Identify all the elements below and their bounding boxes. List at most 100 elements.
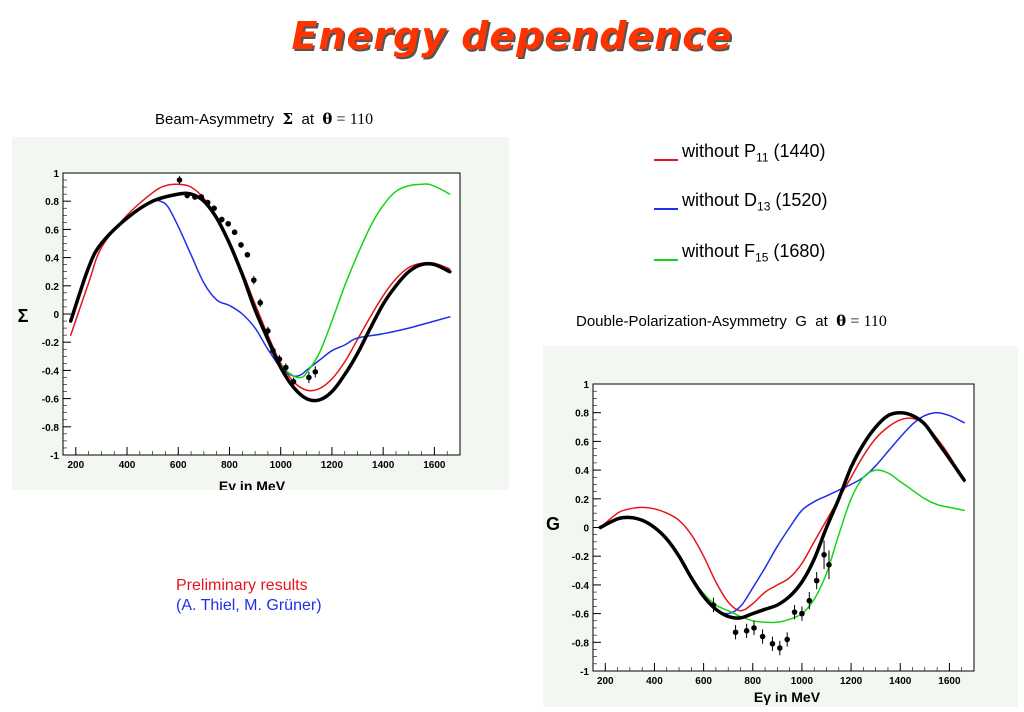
plot1-xlabel: Eγ in MeV	[219, 478, 286, 490]
plot2-ytick-label: 1	[583, 380, 589, 391]
plot1-data-point	[270, 347, 276, 354]
plot2-ytick-label: 0.8	[575, 409, 589, 420]
plot1-ytick-label: -0.8	[42, 423, 60, 434]
plot1-ytick-label: 0	[53, 310, 59, 321]
plot2-ylabel: G	[546, 514, 560, 534]
plot1-data-point	[176, 177, 183, 183]
plot2-xtick-label: 400	[646, 676, 663, 687]
legend-d13-sub: 13	[757, 199, 771, 214]
legend-d13-prefix: without D	[682, 190, 758, 210]
legend-d13-suffix: (1520)	[770, 190, 828, 210]
plot1-xtick-label: 1400	[372, 460, 395, 471]
plot1-xtick-label: 1600	[423, 460, 446, 471]
plot1-ytick-label: -0.2	[42, 338, 60, 349]
plot1-data-point	[306, 374, 312, 381]
legend-f15-prefix: without F	[682, 241, 756, 261]
plot1-title: Beam-Asymmetry Σ at θ = 110	[155, 110, 373, 129]
plot1-ytick-label: 0.2	[45, 282, 59, 293]
plot1-data-point	[257, 299, 264, 306]
plot2-xtick-label: 1600	[938, 676, 961, 687]
plot1-series-full	[68, 191, 452, 403]
plot1-xtick-label: 400	[119, 460, 136, 471]
plot2-data-point	[769, 640, 776, 647]
plot2-series-noP11	[599, 417, 965, 612]
page-title: Energy dependence	[291, 14, 733, 58]
legend-swatch-green	[654, 259, 678, 261]
plot2-ytick-label: -0.2	[572, 552, 590, 563]
preliminary-note: Preliminary results (A. Thiel, M. Grüner…	[176, 576, 322, 616]
plot1-ytick-label: 0.8	[45, 197, 59, 208]
plot2-ytick-label: 0	[583, 524, 589, 535]
plot2-xtick-label: 200	[597, 676, 614, 687]
plot1-ylabel: Σ	[18, 306, 29, 326]
plot1-data-point	[290, 378, 297, 385]
plot2-xlabel: Eγ in MeV	[754, 689, 821, 705]
legend-p11-suffix: (1440)	[768, 141, 826, 161]
plot2-ytick-label: 0.2	[575, 495, 589, 506]
plot2-title-angle: 110	[863, 313, 887, 330]
plot2-ytick-label: -1	[580, 667, 589, 678]
legend-swatch-blue	[654, 208, 678, 210]
plot2-xtick-label: 1400	[889, 676, 912, 687]
plot2-data-point	[806, 597, 813, 604]
plot1-panel: -1 -0.8 -0.6 -0.4 -0.2 0 0.2 0.4 0.6 0.8 1 200 400 60…	[12, 137, 509, 494]
plot1-data-point	[184, 192, 191, 199]
plot2-data-point	[710, 602, 717, 608]
plot1-data-point	[198, 194, 205, 200]
plot2-data-point	[759, 633, 766, 640]
plot1-data-point	[204, 199, 211, 206]
plot2-title-eq: =	[850, 313, 860, 330]
plot2-series-full	[598, 410, 966, 620]
plot1-data-point	[312, 369, 319, 375]
plot1-data-point	[231, 229, 238, 236]
plot2-data-point	[813, 577, 820, 584]
plot1-title-prefix: Beam-Asymmetry	[155, 111, 275, 128]
legend-item-d13: without D13 (1520)	[654, 190, 827, 214]
plot1-title-eq: =	[336, 111, 346, 128]
plot1-xtick-label: 1000	[270, 460, 293, 471]
plot1-data-point	[225, 220, 232, 227]
plot2-data-point	[791, 609, 798, 615]
plot1-data-point	[244, 251, 251, 258]
plot1-xtick-label: 600	[170, 460, 187, 471]
legend-item-f15: without F15 (1680)	[654, 241, 825, 265]
plot2-xtick-label: 600	[695, 676, 712, 687]
legend-item-p11: without P11 (1440)	[654, 141, 826, 165]
plot2-xtick-label: 800	[744, 676, 761, 687]
legend-p11-sub: 11	[756, 150, 769, 165]
legend-f15-suffix: (1680)	[768, 241, 826, 261]
plot2-ytick-label: -0.8	[572, 638, 590, 649]
plot1-data-point	[283, 364, 289, 371]
plot2-ytick-label: 0.4	[575, 466, 589, 477]
plot1-data-point	[265, 328, 271, 334]
plot2-plot-area	[592, 383, 975, 672]
note-line1: Preliminary results	[176, 577, 308, 594]
plot2-title-at: at	[815, 313, 828, 330]
plot1-ytick-label: 0.4	[45, 254, 59, 265]
plot2-xtick-label: 1000	[791, 676, 814, 687]
plot2-xtick-label: 1200	[840, 676, 863, 687]
plot2-data-point	[743, 628, 750, 634]
legend-p11-prefix: without P	[682, 141, 757, 161]
plot2-ytick-label: -0.4	[572, 581, 590, 592]
plot1-data-point	[211, 205, 217, 212]
plot1-ytick-label: 1	[53, 169, 59, 180]
plot2-panel: -1 -0.8 -0.6 -0.4 -0.2 0 0.2 0.4 0.6 0.8 1 200 400 60…	[543, 346, 1018, 707]
plot2-data-point	[732, 629, 739, 636]
plot1-data-point	[219, 216, 225, 223]
plot2-title-prefix: Double-Polarization-Asymmetry	[576, 313, 787, 330]
plot1-xtick-label: 1200	[321, 460, 344, 471]
plot1-ytick-label: -1	[50, 451, 59, 462]
plot2-data-point	[784, 636, 790, 643]
plot2-ytick-label: 0.6	[575, 437, 589, 448]
plot2-title-symbol: G	[795, 313, 807, 330]
plot2-data-point	[751, 625, 757, 631]
plot1-ytick-label: -0.6	[42, 395, 60, 406]
legend-f15-sub: 15	[755, 250, 769, 265]
plot1-xtick-label: 200	[67, 460, 84, 471]
plot1-plot-area	[62, 172, 461, 456]
plot1-data-point	[276, 356, 283, 362]
legend-swatch-red	[654, 159, 678, 161]
